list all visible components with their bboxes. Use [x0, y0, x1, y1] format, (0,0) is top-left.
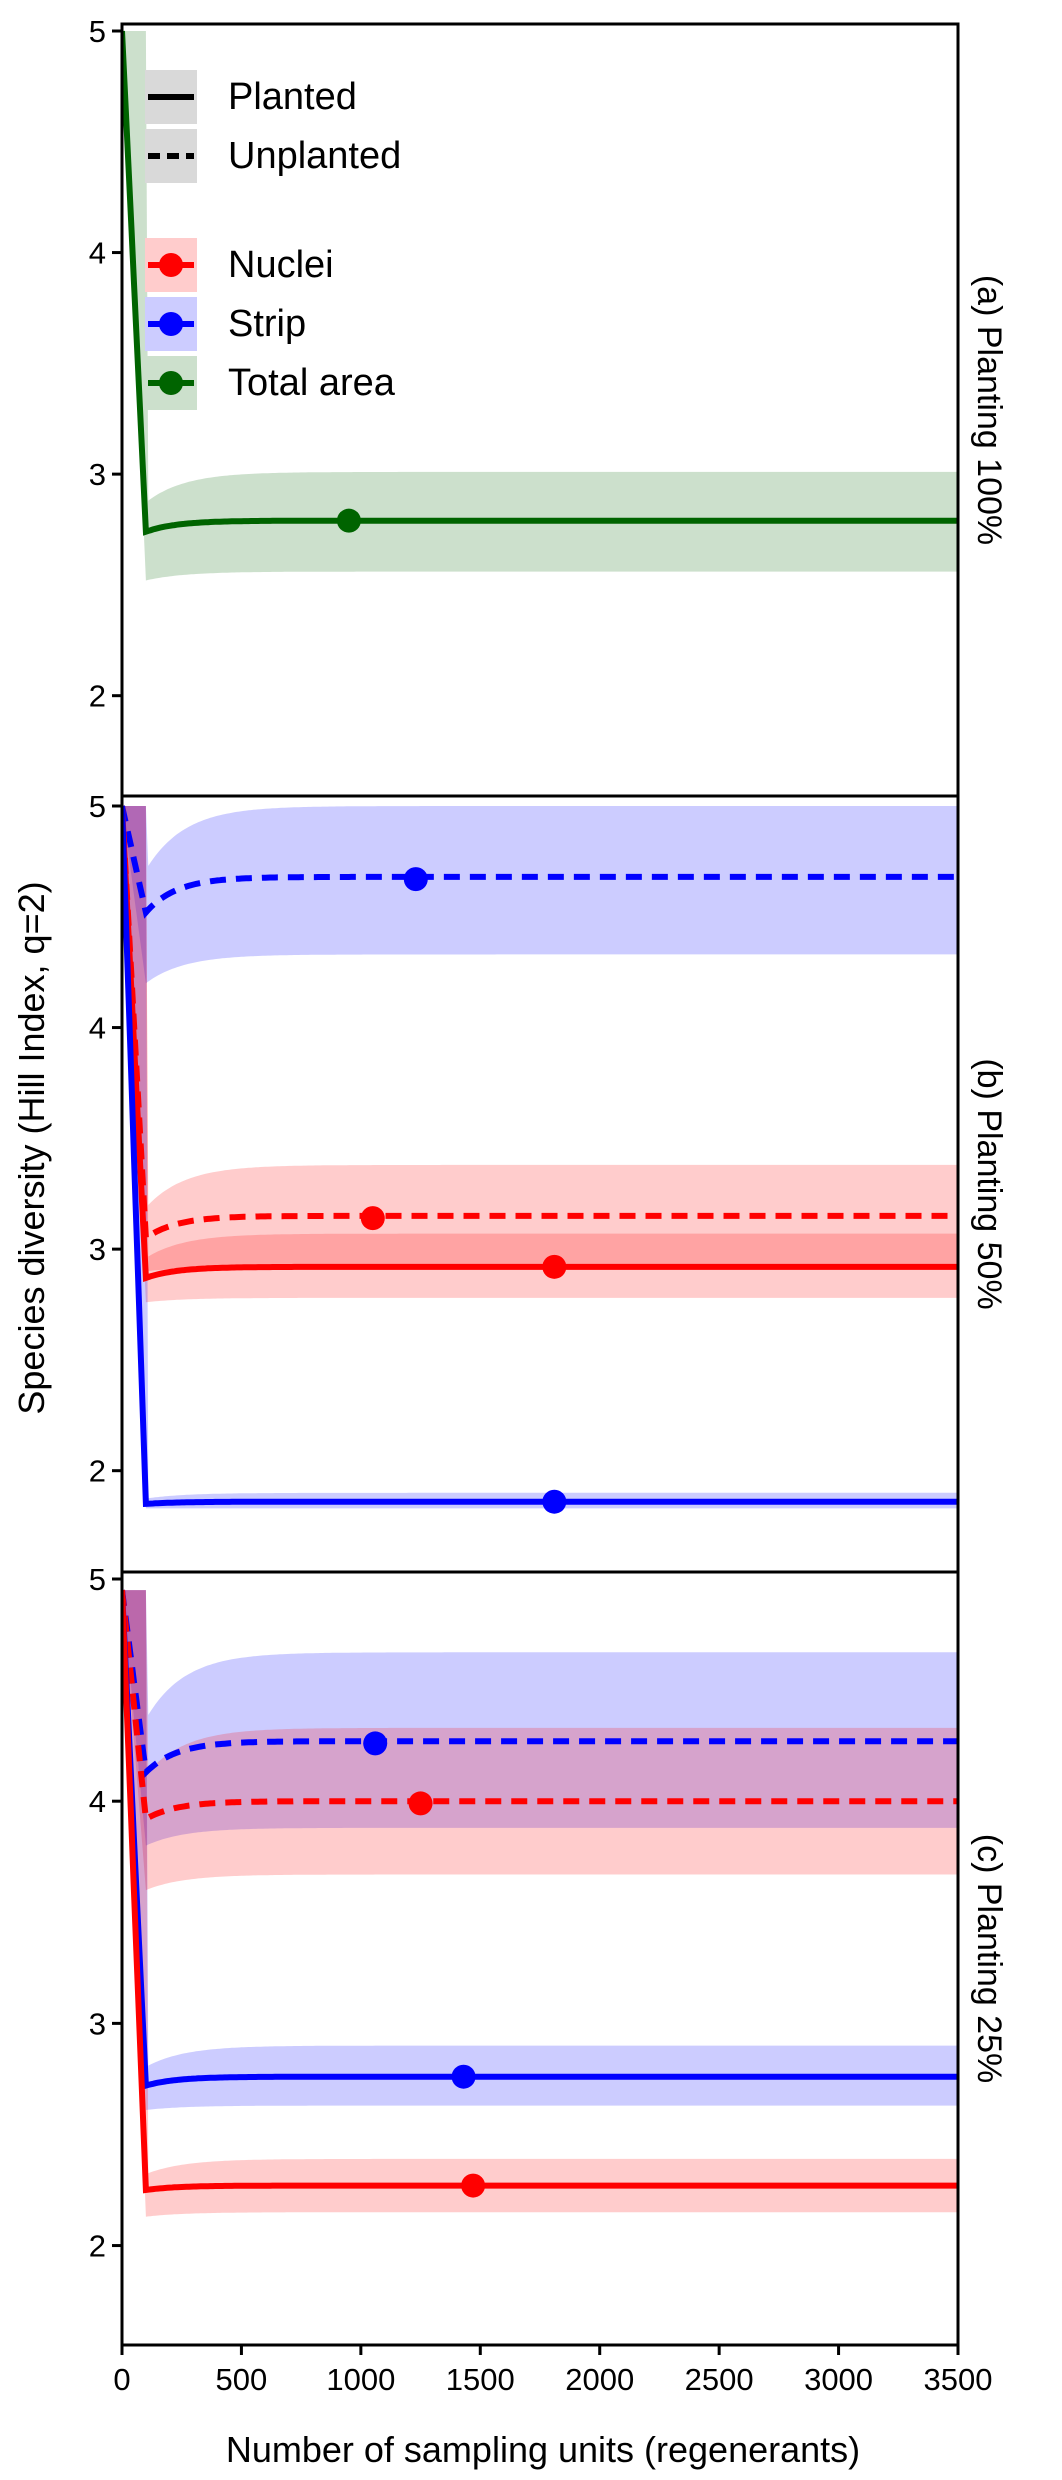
y-tick-label: 5 — [89, 1562, 106, 1597]
y-tick-label: 5 — [89, 14, 106, 49]
confidence-band-total-area-planted — [122, 31, 958, 581]
series-line-strip-planted — [122, 1589, 958, 2090]
series-line-strip-unplanted — [122, 805, 958, 919]
legend-label: Strip — [228, 303, 306, 345]
y-tick-label: 5 — [89, 789, 106, 824]
y-tick-label: 2 — [89, 1454, 106, 1489]
panel-label: (a) Planting 100% — [970, 275, 1008, 545]
panel-label: (b) Planting 50% — [970, 1058, 1008, 1309]
observed-point — [363, 1731, 388, 1756]
series-line-nuclei-planted — [122, 1589, 958, 2194]
legend-key-point — [159, 371, 183, 395]
observed-point — [360, 1206, 385, 1231]
x-axis: 0 500 1000 1500 2000 2500 3000 3500 — [113, 2345, 992, 2397]
series-line-strip-planted — [122, 805, 958, 1508]
panel-2: 2 3 4 5 (b) Planting 50% — [89, 789, 1008, 1574]
x-tick-label: 2000 — [565, 2362, 634, 2397]
series-line-total-area-planted — [122, 30, 958, 536]
x-tick-label: 1000 — [326, 2362, 395, 2397]
observed-point — [542, 1254, 567, 1279]
x-tick-label: 0 — [113, 2362, 130, 2397]
observed-point — [403, 867, 428, 892]
x-tick-label: 1500 — [446, 2362, 515, 2397]
confidence-band-nuclei-planted — [122, 806, 958, 1303]
confidence-band-strip-unplanted — [122, 1590, 958, 1846]
y-tick-label: 2 — [89, 2229, 106, 2264]
legend-label: Unplanted — [228, 135, 401, 177]
legend-label: Nuclei — [228, 244, 334, 286]
observed-point — [336, 508, 361, 533]
legend-key-point — [159, 312, 183, 336]
legend-label: Planted — [228, 76, 357, 118]
x-tick-label: 2500 — [685, 2362, 754, 2397]
y-tick-label: 4 — [89, 236, 106, 271]
series-line-strip-unplanted — [122, 1589, 958, 1779]
y-tick-label: 2 — [89, 679, 106, 714]
legend-key-point — [159, 253, 183, 277]
y-tick-label: 3 — [89, 457, 106, 492]
x-tick-label: 3000 — [804, 2362, 873, 2397]
observed-point — [408, 1791, 433, 1816]
confidence-band-nuclei-unplanted — [122, 806, 958, 1272]
x-axis-title: Number of sampling units (regenerants) — [226, 2429, 860, 2470]
x-tick-label: 500 — [216, 2362, 268, 2397]
y-tick-label: 4 — [89, 1784, 106, 1819]
panel-frame — [120, 1570, 960, 2347]
series-line-nuclei-planted — [122, 805, 958, 1282]
y-tick-label: 4 — [89, 1011, 106, 1046]
panel-1: 2 3 4 5 (a) Planting 100% — [89, 14, 1008, 798]
panel-3: 2 3 4 5 (c) Planting 25% — [89, 1562, 1008, 2347]
legend: Planted Unplanted Nuclei Strip Total area — [145, 70, 401, 410]
observed-point — [461, 2173, 486, 2198]
y-tick-label: 3 — [89, 2006, 106, 2041]
observed-point — [542, 1489, 567, 1514]
confidence-band-strip-planted — [122, 1590, 958, 2110]
confidence-band-strip-unplanted — [122, 806, 958, 984]
y-axis-title: Species diversity (Hill Index, q=2) — [11, 881, 52, 1414]
x-tick-label: 3500 — [924, 2362, 993, 2397]
series-line-nuclei-unplanted — [122, 1589, 958, 1824]
panel-label: (c) Planting 25% — [970, 1834, 1008, 2083]
panels-layer: 2 3 4 5 (a) Planting 100% 2 3 4 5 (b) Planting 50… — [89, 14, 1008, 2347]
legend-label: Total area — [228, 362, 396, 404]
observed-point — [451, 2064, 476, 2089]
y-tick-label: 3 — [89, 1232, 106, 1267]
series-line-nuclei-unplanted — [122, 805, 958, 1244]
